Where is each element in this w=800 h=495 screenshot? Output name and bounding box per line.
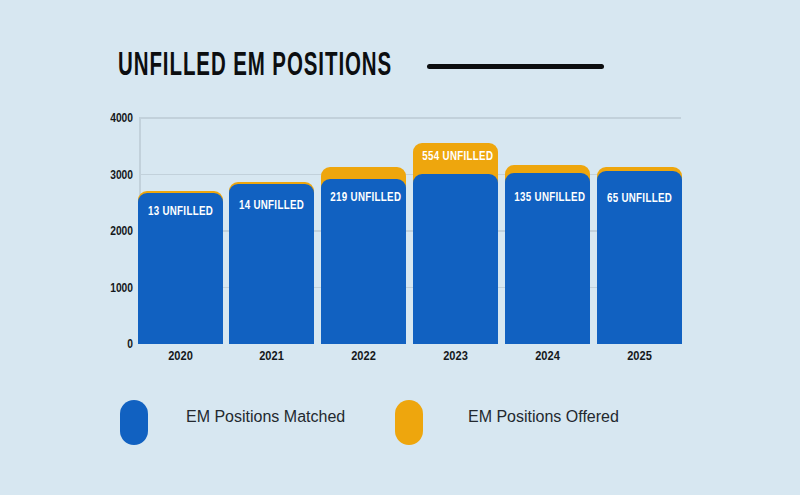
infographic-canvas: UNFILLED EM POSITIONS 010002000300040001… [0,0,800,495]
bar-unfilled-label-2022: 219 UNFILLED [330,189,396,205]
x-tick-label-2025: 2025 [604,348,674,364]
bar-unfilled-label-2020: 13 UNFILLED [147,203,213,219]
bar-unfilled-label-2025: 65 UNFILLED [606,190,672,206]
y-tick-label: 2000 [99,223,133,239]
bar-matched-segment-2023 [413,174,498,344]
x-tick-label-2022: 2022 [329,348,399,364]
legend-swatch-offered [395,400,423,445]
legend-swatch-matched [120,400,148,445]
x-tick-label-2021: 2021 [237,348,307,364]
y-tick-label: 4000 [99,110,133,126]
gridline-4000 [139,117,681,119]
x-tick-label-2020: 2020 [145,348,215,364]
bar-unfilled-label-2021: 14 UNFILLED [239,197,305,213]
x-tick-label-2024: 2024 [512,348,582,364]
y-tick-label: 0 [99,336,133,352]
legend-label-matched: EM Positions Matched [186,407,345,427]
x-tick-label-2023: 2023 [421,348,491,364]
bar-unfilled-label-2023: 554 UNFILLED [422,148,488,164]
legend-label-offered: EM Positions Offered [468,407,619,427]
y-tick-label: 1000 [99,280,133,296]
bar-unfilled-label-2024: 135 UNFILLED [514,189,580,205]
y-tick-label: 3000 [99,167,133,183]
